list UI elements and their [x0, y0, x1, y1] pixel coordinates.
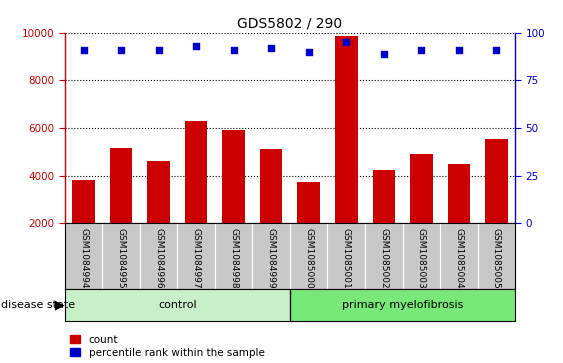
Text: GSM1084997: GSM1084997 — [191, 228, 200, 289]
Legend: count, percentile rank within the sample: count, percentile rank within the sample — [70, 335, 265, 358]
Point — [229, 47, 238, 53]
Point — [79, 47, 88, 53]
Bar — [222, 130, 245, 223]
Bar — [448, 164, 470, 223]
Point — [191, 43, 200, 49]
Text: GSM1084996: GSM1084996 — [154, 228, 163, 289]
Text: GSM1085001: GSM1085001 — [342, 228, 351, 289]
Bar — [373, 170, 395, 223]
Point — [454, 47, 463, 53]
Text: ▶: ▶ — [55, 298, 65, 311]
Point — [267, 45, 276, 51]
Text: GSM1084998: GSM1084998 — [229, 228, 238, 289]
Text: GSM1085002: GSM1085002 — [379, 228, 388, 289]
Bar — [290, 289, 515, 321]
Point — [379, 51, 388, 57]
Text: GSM1085005: GSM1085005 — [492, 228, 501, 289]
Bar — [297, 182, 320, 223]
Point — [417, 47, 426, 53]
Point — [492, 47, 501, 53]
Text: GSM1085003: GSM1085003 — [417, 228, 426, 289]
Text: GSM1084995: GSM1084995 — [117, 228, 126, 289]
Bar — [72, 180, 95, 223]
Point — [304, 49, 313, 55]
Bar — [65, 289, 290, 321]
Text: GSM1084999: GSM1084999 — [267, 228, 276, 289]
Point — [154, 47, 163, 53]
Text: GSM1084994: GSM1084994 — [79, 228, 88, 289]
Text: GSM1085004: GSM1085004 — [454, 228, 463, 289]
Text: primary myelofibrosis: primary myelofibrosis — [342, 300, 463, 310]
Bar — [485, 139, 508, 223]
Text: GSM1085000: GSM1085000 — [304, 228, 313, 289]
Bar — [185, 121, 207, 223]
Point — [342, 39, 351, 45]
Bar — [148, 161, 170, 223]
Point — [117, 47, 126, 53]
Text: control: control — [158, 300, 196, 310]
Bar — [260, 150, 283, 223]
Bar — [335, 36, 358, 223]
Title: GDS5802 / 290: GDS5802 / 290 — [238, 16, 342, 30]
Bar — [110, 148, 132, 223]
Text: disease state: disease state — [1, 300, 75, 310]
Bar — [410, 154, 432, 223]
